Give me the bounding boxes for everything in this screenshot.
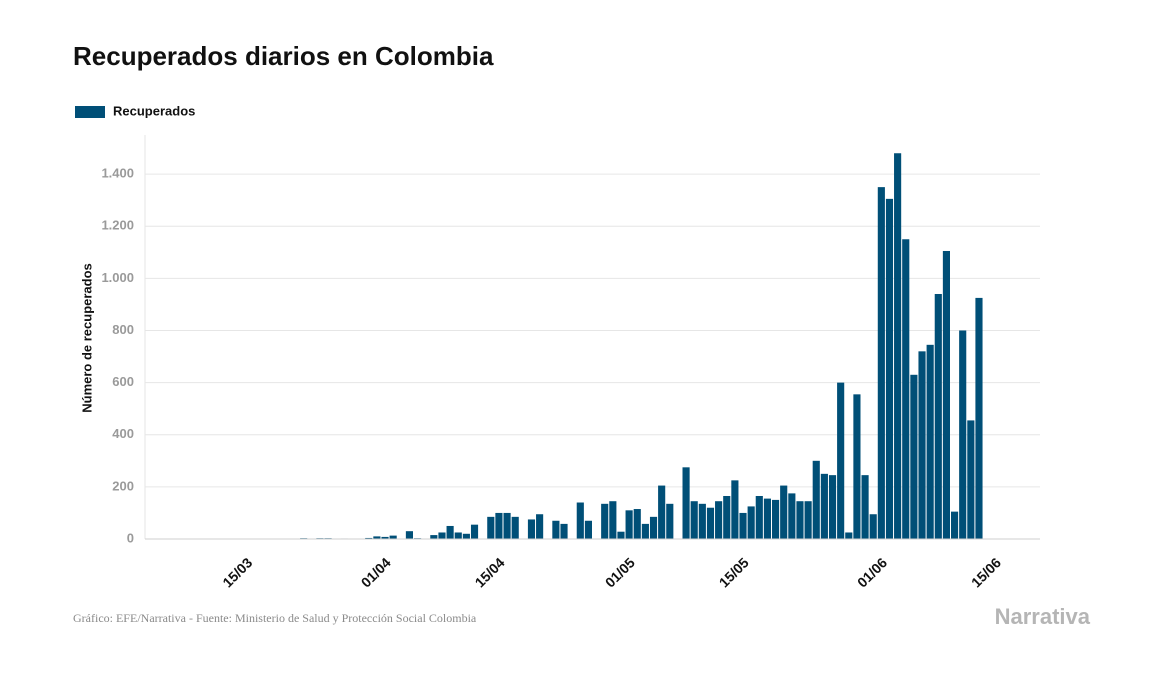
bar (837, 382, 845, 539)
bar (926, 344, 934, 539)
bar (625, 510, 633, 539)
x-tick-label: 15/04 (472, 554, 508, 590)
bar (739, 512, 747, 539)
bar (527, 519, 536, 539)
bar (731, 480, 739, 539)
bar (877, 187, 885, 539)
bar (617, 531, 625, 539)
legend-label: Recuperados (113, 103, 195, 118)
bar (918, 351, 926, 539)
bar (942, 250, 950, 539)
source: Gráfico: EFE/Narrativa - Fuente: Ministe… (73, 611, 477, 625)
bar (690, 501, 698, 539)
bar (772, 499, 780, 539)
bar (454, 532, 462, 539)
bar (812, 460, 820, 539)
bar (470, 524, 479, 539)
bar (576, 502, 584, 539)
bar (405, 531, 413, 539)
bar (552, 520, 560, 539)
bar (723, 495, 731, 539)
bar (666, 503, 674, 539)
bar (869, 514, 877, 539)
bar (885, 198, 894, 539)
bar (487, 516, 495, 539)
bar (446, 525, 454, 539)
bar (641, 523, 649, 539)
bar (788, 493, 796, 539)
bar (511, 516, 519, 539)
bar (820, 473, 828, 539)
bar (715, 501, 723, 539)
bar (975, 297, 983, 539)
bar (706, 507, 715, 539)
bar (365, 537, 373, 539)
y-tick-label: 200 (112, 478, 134, 493)
x-tick-label: 15/06 (968, 554, 1004, 590)
bar (845, 532, 853, 539)
bar (495, 512, 503, 539)
bar (373, 536, 381, 539)
bar (755, 495, 763, 539)
bar (462, 533, 470, 539)
bar (902, 239, 910, 540)
bar (601, 503, 609, 539)
logo: Narrativa (995, 604, 1091, 629)
y-tick-label: 800 (112, 322, 134, 337)
x-tick-label: 15/03 (219, 554, 255, 590)
bar (658, 485, 666, 539)
bar (438, 532, 446, 539)
bar (780, 485, 788, 539)
y-tick-label: 400 (112, 426, 134, 441)
y-tick-label: 1.400 (101, 166, 134, 181)
bar (609, 501, 617, 539)
bar (503, 512, 511, 539)
bar (934, 293, 942, 539)
y-tick-label: 1.000 (101, 270, 134, 285)
bar (853, 394, 861, 539)
x-tick-label: 15/05 (716, 554, 752, 590)
bar (861, 475, 869, 539)
bar (698, 503, 706, 539)
x-tick-label: 01/05 (602, 554, 638, 590)
x-tick-label: 01/04 (358, 554, 394, 590)
y-axis-label: Número de recuperados (79, 263, 94, 413)
bar (910, 374, 918, 539)
bar (828, 475, 837, 539)
bar (959, 330, 967, 539)
y-tick-label: 1.200 (101, 218, 134, 233)
bar (804, 501, 812, 539)
bar (389, 535, 397, 539)
bar (649, 516, 658, 539)
bar (560, 523, 568, 539)
bar (747, 506, 755, 539)
bar (430, 535, 438, 539)
legend-swatch (75, 106, 105, 118)
bar (894, 153, 902, 539)
bar (763, 498, 771, 539)
chart-title: Recuperados diarios en Colombia (73, 41, 494, 71)
bar (584, 520, 592, 539)
bar (682, 467, 690, 539)
bar (633, 509, 641, 539)
bar (381, 536, 389, 539)
x-tick-label: 01/06 (854, 554, 890, 590)
y-tick-label: 600 (112, 374, 134, 389)
bar (536, 514, 544, 539)
bar (951, 511, 959, 539)
bar (796, 501, 804, 539)
bar (967, 420, 975, 539)
y-tick-label: 0 (127, 530, 134, 545)
